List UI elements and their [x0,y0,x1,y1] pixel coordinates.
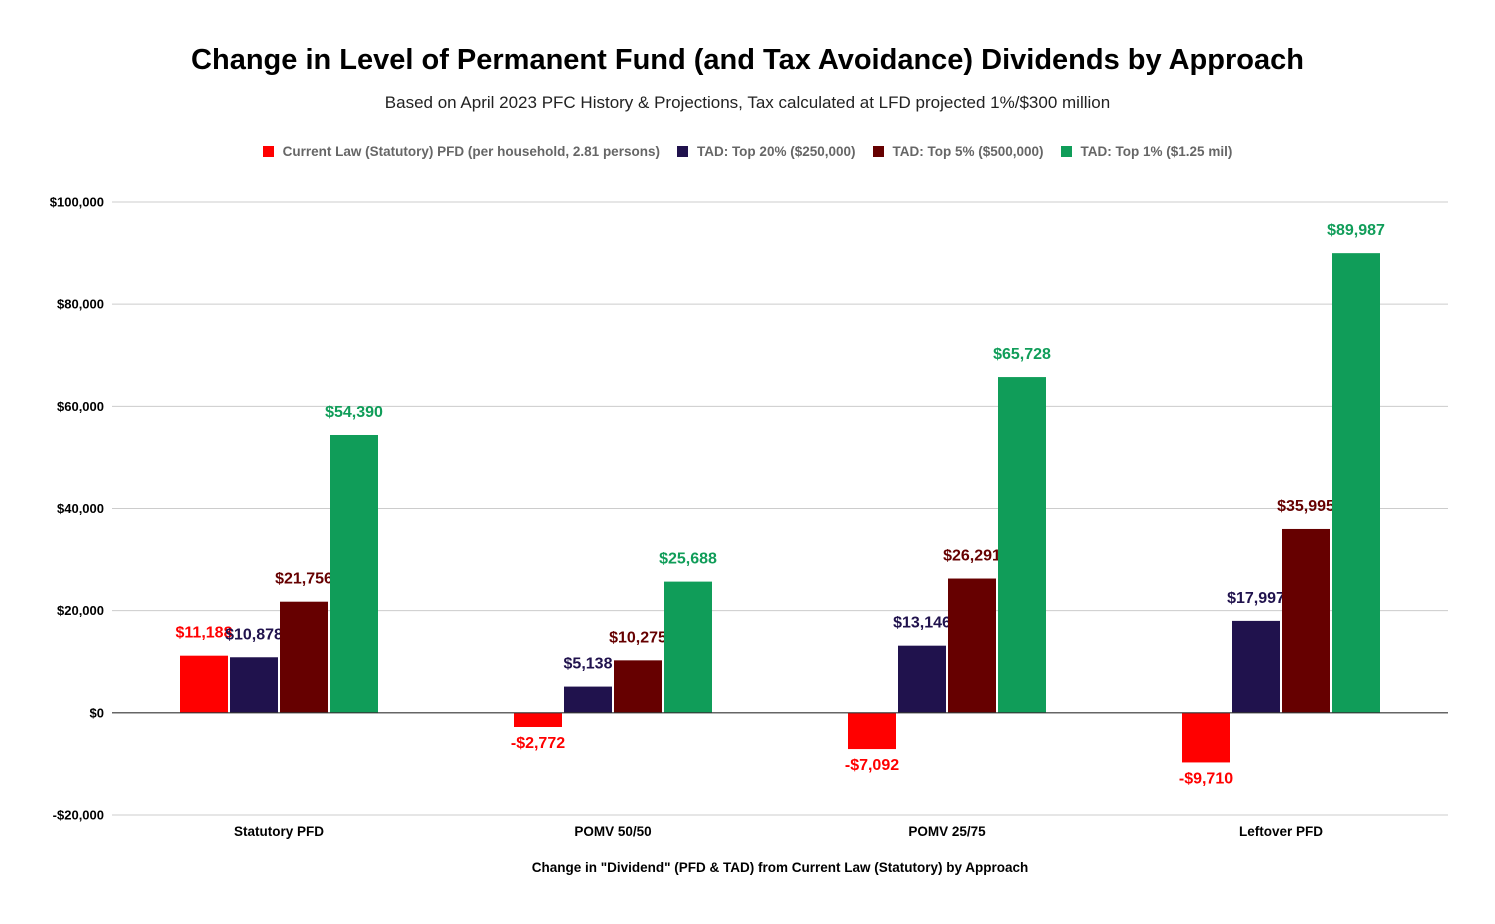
bar [614,660,662,713]
chart-subtitle: Based on April 2023 PFC History & Projec… [384,93,1111,112]
data-label: $13,146 [893,615,951,632]
chart-title: Change in Level of Permanent Fund (and T… [191,44,1304,76]
legend-label: TAD: Top 20% ($250,000) [696,144,856,159]
legend-label: TAD: Top 1% ($1.25 mil) [1080,144,1233,159]
data-label: -$9,710 [1179,770,1233,787]
data-label: $11,188 [176,625,233,642]
legend-item: TAD: Top 20% ($250,000) [676,144,856,159]
legend: Current Law (Statutory) PFD (per househo… [0,144,1495,159]
bar [898,645,946,713]
legend-swatch [872,146,884,157]
data-label: $54,390 [325,404,383,421]
legend-item: TAD: Top 5% ($500,000) [872,144,1044,159]
data-label: $21,756 [275,571,333,588]
bar [230,657,278,713]
bar [664,581,712,713]
data-label: -$2,772 [511,735,565,752]
bar [848,712,896,750]
x-tick-label: Leftover PFD [1239,824,1323,839]
legend-swatch [262,146,274,157]
x-tick-label: POMV 25/75 [908,824,986,839]
bar [564,686,612,713]
y-tick-label: -$20,000 [53,808,104,823]
bar [280,601,328,713]
bar [948,578,996,713]
bar [1182,712,1230,763]
data-label: -$7,092 [845,757,899,774]
data-label: $10,878 [225,626,283,643]
bar [998,377,1046,713]
bar [1332,253,1380,713]
data-label: $26,291 [943,548,1001,565]
legend-swatch [1060,146,1072,157]
legend-item: Current Law (Statutory) PFD (per househo… [262,144,660,159]
x-tick-label: Statutory PFD [234,824,324,839]
x-tick-label: POMV 50/50 [574,824,651,839]
y-tick-label: $80,000 [57,297,104,312]
bar [330,434,378,713]
x-axis-title: Change in "Dividend" (PFD & TAD) from Cu… [531,860,1029,875]
data-label: $89,987 [1327,222,1385,239]
bar [1232,620,1280,713]
data-label: $25,688 [659,551,717,568]
data-label: $10,275 [609,629,667,646]
data-label: $35,995 [1277,498,1335,515]
y-tick-label: $60,000 [57,399,104,414]
y-tick-label: $0 [90,705,104,720]
data-label: $65,728 [993,346,1051,363]
y-tick-label: $20,000 [57,603,104,618]
bar [514,712,562,727]
y-tick-label: $100,000 [50,195,104,210]
bar [180,655,228,713]
y-tick-label: $40,000 [57,501,104,516]
legend-label: TAD: Top 5% ($500,000) [892,144,1044,159]
bar [1282,528,1330,713]
legend-item: TAD: Top 1% ($1.25 mil) [1060,144,1233,159]
legend-label: Current Law (Statutory) PFD (per househo… [282,144,660,159]
legend-swatch [676,146,688,157]
data-label: $5,138 [564,656,613,673]
data-label: $17,997 [1227,590,1285,607]
